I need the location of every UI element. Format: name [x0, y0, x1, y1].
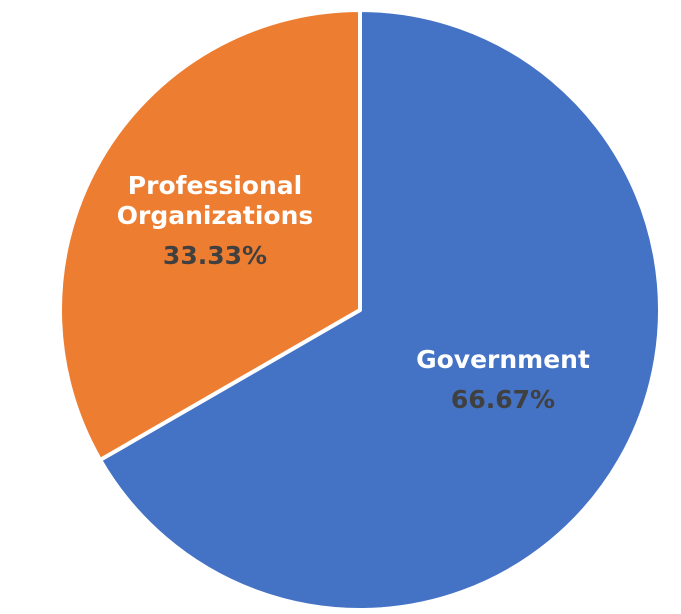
pie-slices — [57, 8, 662, 612]
pie-slice-professional-organizations — [57, 8, 362, 462]
slice-label-professional-organizations: Professional Organizations 33.33% — [117, 171, 314, 270]
slice-category-line: Government — [416, 345, 590, 374]
slice-value-label: 33.33% — [163, 241, 267, 270]
slice-category-line: Organizations — [117, 201, 314, 230]
pie-labels: Government 66.67% Professional Organization… — [117, 171, 590, 414]
slice-value-label: 66.67% — [451, 385, 555, 414]
slice-category-line: Professional — [128, 171, 302, 200]
pie-slice-government — [98, 8, 662, 612]
slice-label-government: Government 66.67% — [416, 345, 590, 414]
